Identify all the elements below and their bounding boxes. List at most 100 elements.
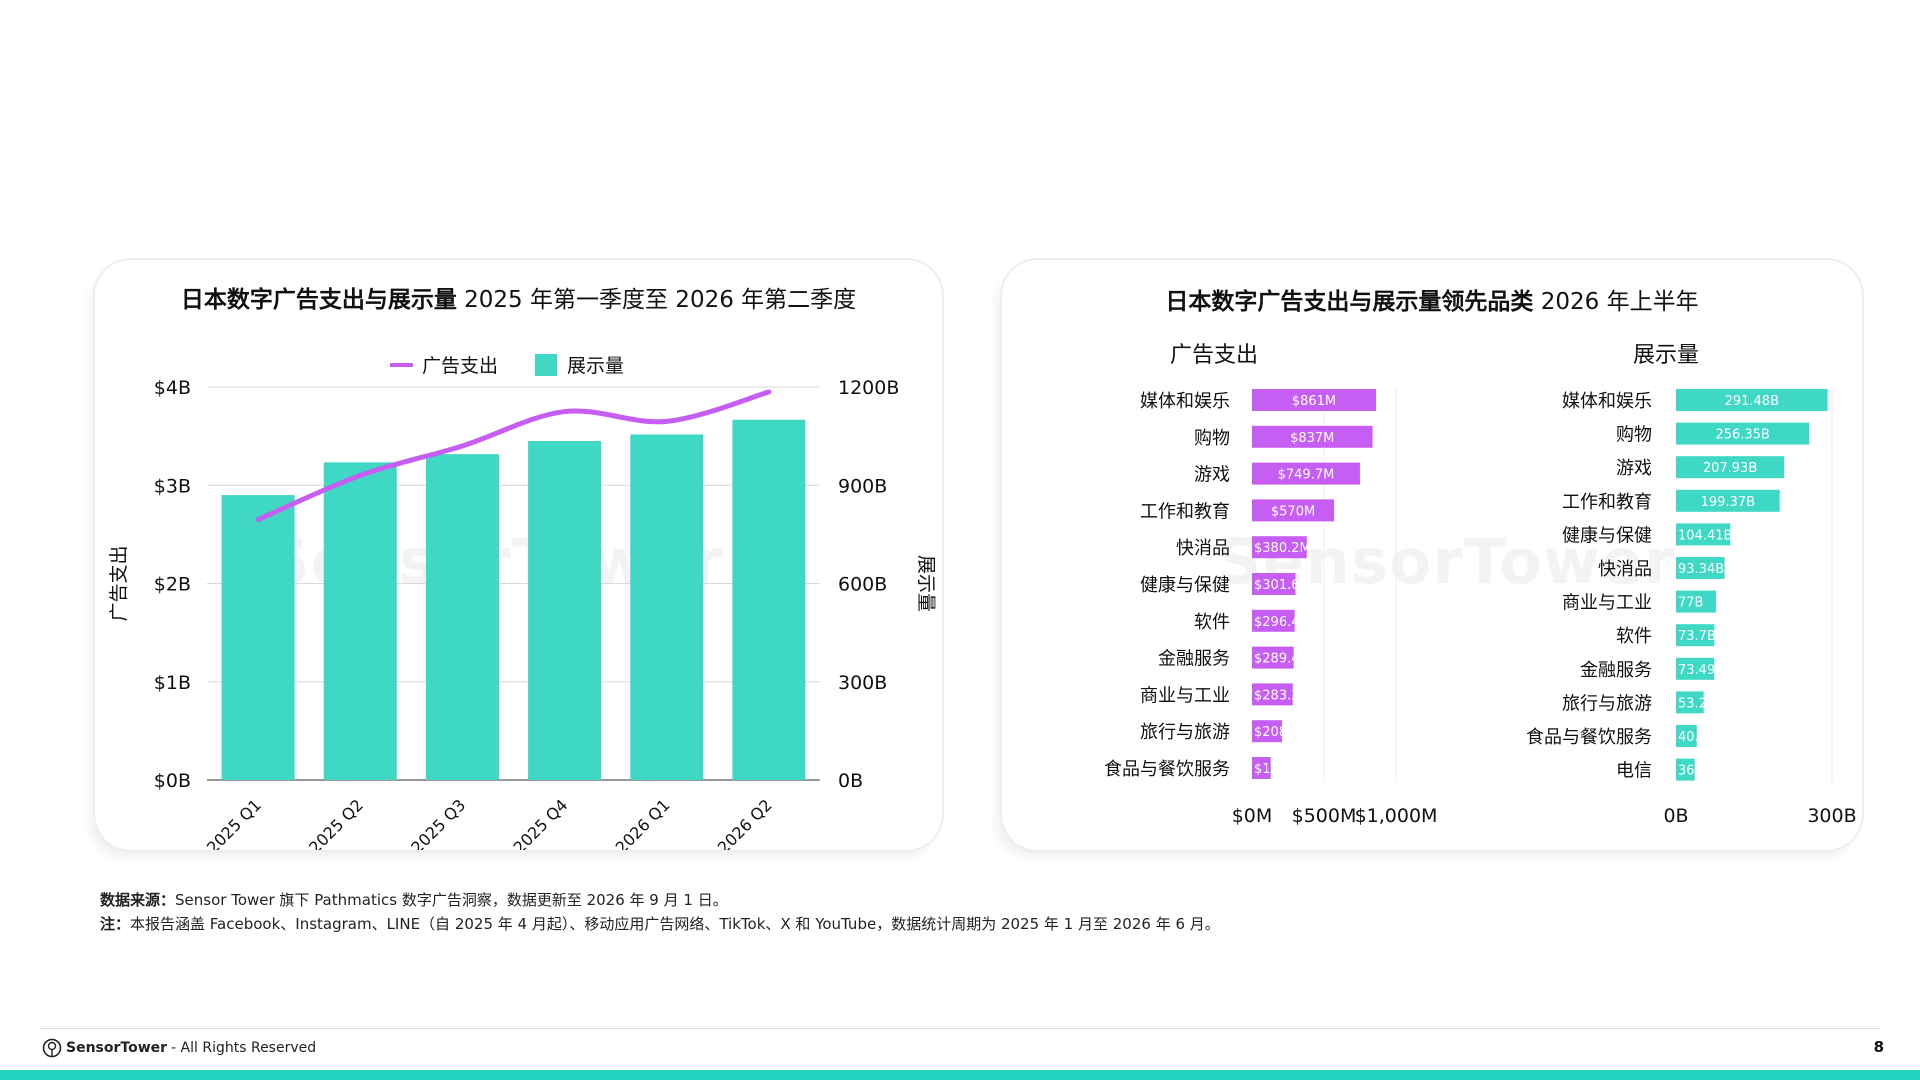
category-bar <box>1252 462 1360 485</box>
category-label: 游戏 <box>1616 458 1652 479</box>
category-label: 购物 <box>1616 425 1652 446</box>
impressions-bar <box>323 462 397 780</box>
category-label: 健康与保健 <box>1140 575 1230 596</box>
bar-value-label: $749.7M <box>1278 468 1335 483</box>
category-label: 旅行与旅游 <box>1562 693 1652 714</box>
quarterly-chart-card: 日本数字广告支出与展示量 2025 年第一季度至 2026 年第二季度 Sens… <box>95 260 942 850</box>
quarterly-chart-title: 日本数字广告支出与展示量 2025 年第一季度至 2026 年第二季度 <box>95 280 942 314</box>
sensor-tower-logo-icon <box>42 1038 62 1058</box>
y-left-tick-label: $3B <box>154 475 191 497</box>
x-tick-label: 2025 Q1 <box>203 795 265 850</box>
bar-value-label: $301.6M <box>1254 578 1311 593</box>
category-bar <box>1676 422 1810 445</box>
category-label: 快消品 <box>1176 538 1230 559</box>
category-label: 媒体和娱乐 <box>1140 391 1230 412</box>
category-label: 健康与保健 <box>1562 525 1652 546</box>
footnote-note-label: 注： <box>100 915 131 933</box>
bar-value-label: $861M <box>1292 394 1336 409</box>
x-tick-label: 2026 Q1 <box>612 795 674 850</box>
footer-brand: SensorTower - All Rights Reserved <box>42 1038 316 1058</box>
bar-value-label: 93.34B <box>1678 562 1724 577</box>
legend-spend-label: 广告支出 <box>422 355 498 377</box>
footer-brand-name: SensorTower <box>66 1040 168 1056</box>
bar-value-label: $13 <box>1254 762 1279 777</box>
category-bar <box>1252 573 1296 595</box>
category-bar <box>1676 523 1731 546</box>
bar-value-label: $380.2M <box>1254 541 1311 556</box>
category-bar <box>1676 489 1780 512</box>
category-chart-title: 日本数字广告支出与展示量领先品类 2026 年上半年 <box>1002 282 1862 316</box>
bar-value-label: 207.93B <box>1703 461 1757 476</box>
category-label: 快消品 <box>1598 559 1652 580</box>
footer-rights-text: - All Rights Reserved <box>171 1040 317 1056</box>
category-chart-title-bold: 日本数字广告支出与展示量领先品类 <box>1165 289 1534 315</box>
category-bar <box>1676 691 1704 714</box>
footnote-note: 注：本报告涵盖 Facebook、Instagram、LINE（自 2025 年… <box>100 912 1220 936</box>
category-bar <box>1676 456 1785 479</box>
bar-value-label: 291.48B <box>1725 394 1779 409</box>
y-right-tick-label: 600B <box>838 574 887 596</box>
x-tick-label: 2026 Q2 <box>714 795 776 850</box>
y-left-tick-label: $4B <box>154 377 191 399</box>
category-bar <box>1252 683 1293 706</box>
legend-impressions-swatch <box>535 354 557 376</box>
category-label: 软件 <box>1616 626 1652 647</box>
panel-title: 广告支出 <box>1170 343 1258 368</box>
category-bar <box>1676 725 1697 747</box>
quarterly-chart-title-bold: 日本数字广告支出与展示量 <box>180 287 457 313</box>
x-tick-label: 300B <box>1807 805 1856 827</box>
bar-value-label: $296.4M <box>1254 615 1311 630</box>
bar-value-label: 36 <box>1678 764 1695 779</box>
category-label: 工作和教育 <box>1140 501 1230 522</box>
footnote-source-label: 数据来源： <box>100 891 176 909</box>
x-tick-label: $1,000M <box>1355 805 1438 827</box>
category-chart-card: 日本数字广告支出与展示量领先品类 2026 年上半年 SensorTower 广… <box>1002 260 1862 850</box>
bar-value-label: 53.2 <box>1678 696 1707 711</box>
footnote-source: 数据来源：Sensor Tower 旗下 Pathmatics 数字广告洞察，数… <box>100 888 1220 912</box>
impressions-bar <box>425 454 499 780</box>
bottom-accent-bar <box>0 1070 1920 1080</box>
category-bar <box>1676 557 1725 579</box>
category-label: 游戏 <box>1194 465 1230 486</box>
category-bar <box>1252 757 1271 779</box>
page-number: 8 <box>1873 1038 1884 1056</box>
bar-value-label: 73.7B <box>1678 629 1716 644</box>
category-label: 旅行与旅游 <box>1140 722 1230 743</box>
y-right-axis-title: 展示量 <box>915 555 937 612</box>
y-left-axis-title: 广告支出 <box>108 545 130 621</box>
panel-title: 展示量 <box>1633 343 1699 368</box>
x-tick-label: 0B <box>1663 805 1688 827</box>
y-left-tick-label: $0B <box>154 770 191 792</box>
impressions-bar <box>732 419 806 780</box>
category-label: 软件 <box>1194 612 1230 633</box>
bar-value-label: 256.35B <box>1715 428 1769 443</box>
category-bar <box>1252 646 1294 669</box>
x-tick-label: $0M <box>1232 805 1273 827</box>
category-label: 电信 <box>1616 761 1652 782</box>
bar-value-label: $570M <box>1271 504 1315 519</box>
footnote-note-text: 本报告涵盖 Facebook、Instagram、LINE（自 2025 年 4… <box>130 915 1220 933</box>
y-right-tick-label: 0B <box>838 770 863 792</box>
category-label: 媒体和娱乐 <box>1562 391 1652 412</box>
category-bar <box>1676 657 1715 680</box>
x-tick-label: $500M <box>1292 805 1357 827</box>
category-label: 商业与工业 <box>1562 593 1652 614</box>
category-bar <box>1252 389 1376 411</box>
footnote-source-text: Sensor Tower 旗下 Pathmatics 数字广告洞察，数据更新至 … <box>175 891 728 909</box>
legend-impressions-label: 展示量 <box>567 355 624 377</box>
bar-value-label: $837M <box>1290 431 1334 446</box>
bar-value-label: 104.41B <box>1678 528 1732 543</box>
y-right-tick-label: 300B <box>838 672 887 694</box>
y-right-tick-label: 1200B <box>838 377 899 399</box>
bar-value-label: $208 <box>1254 725 1287 740</box>
category-bar <box>1676 389 1828 411</box>
footnotes: 数据来源：Sensor Tower 旗下 Pathmatics 数字广告洞察，数… <box>100 888 1220 936</box>
category-bar <box>1252 425 1373 448</box>
bar-value-label: $283.2M <box>1254 688 1311 703</box>
category-bar <box>1252 536 1307 559</box>
category-label: 商业与工业 <box>1140 685 1230 706</box>
category-label: 工作和教育 <box>1562 492 1652 513</box>
bar-value-label: 199.37B <box>1701 495 1755 510</box>
category-label: 食品与餐饮服务 <box>1104 759 1230 780</box>
